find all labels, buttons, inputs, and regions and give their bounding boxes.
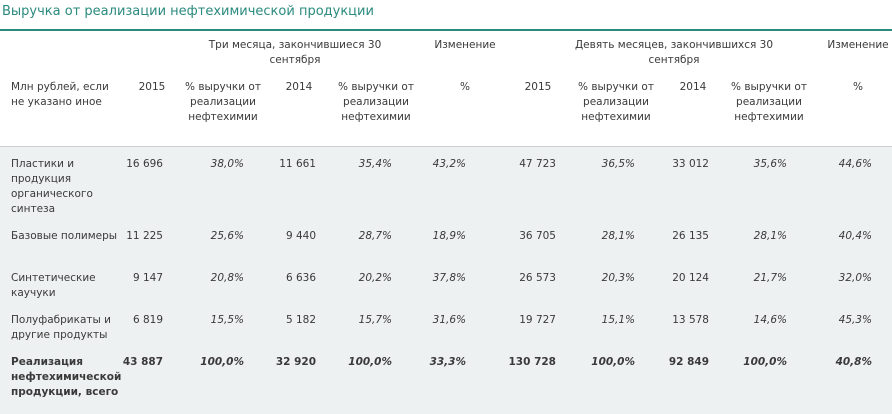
col-2014-3m: 2014 <box>285 81 313 93</box>
table-cell: 100,0% <box>591 356 635 368</box>
table-cell: 37,8% <box>432 272 466 284</box>
row-label-header: Млн рублей, если не указано иное <box>11 81 109 108</box>
table-cell: 92 849 <box>668 356 709 368</box>
table-cell: 36 705 <box>519 230 556 242</box>
table-cell: 28,1% <box>753 230 787 242</box>
table-cell: 43 887 <box>122 356 163 368</box>
table-cell: 20,2% <box>358 272 392 284</box>
table-body-background <box>0 147 892 414</box>
table-cell: 45,3% <box>838 314 872 326</box>
table-cell: 5 182 <box>285 314 316 326</box>
change-header-1: Изменение <box>434 39 496 51</box>
table-cell: 21,7% <box>753 272 787 284</box>
col-pct-rev-2015-3m: % выручки от реализации нефтехимии <box>185 81 261 123</box>
table-cell: 9 147 <box>132 272 163 284</box>
title-divider <box>0 29 892 31</box>
table-cell: 100,0% <box>348 356 392 368</box>
table-cell: 11 225 <box>126 230 163 242</box>
col-change-pct-3m: % <box>460 81 470 93</box>
row-label: Синтетические каучуки <box>11 272 96 299</box>
table-cell: 40,8% <box>835 356 872 368</box>
table-cell: 11 661 <box>279 158 316 170</box>
table-cell: 25,6% <box>210 230 244 242</box>
table-cell: 26 135 <box>672 230 709 242</box>
table-cell: 32,0% <box>838 272 872 284</box>
row-label: Полуфабрикаты и другие продукты <box>11 314 111 341</box>
table-cell: 15,7% <box>358 314 392 326</box>
table-cell: 16 696 <box>126 158 163 170</box>
col-2014-9m: 2014 <box>679 81 707 93</box>
table-cell: 20 124 <box>672 272 709 284</box>
col-2015-9m: 2015 <box>524 81 552 93</box>
table-cell: 14,6% <box>753 314 787 326</box>
table-cell: 33,3% <box>429 356 466 368</box>
table-cell: 35,6% <box>753 158 787 170</box>
table-cell: 47 723 <box>519 158 556 170</box>
table-cell: 32 920 <box>275 356 316 368</box>
table-cell: 26 573 <box>519 272 556 284</box>
table-cell: 43,2% <box>432 158 466 170</box>
table-cell: 20,3% <box>601 272 635 284</box>
change-header-2: Изменение <box>827 39 889 51</box>
table-cell: 28,1% <box>601 230 635 242</box>
table-cell: 40,4% <box>838 230 872 242</box>
table-cell: 9 440 <box>285 230 316 242</box>
page-title: Выручка от реализации нефтехимической пр… <box>2 4 374 19</box>
col-pct-rev-2015-9m: % выручки от реализации нефтехимии <box>578 81 654 123</box>
table-cell: 100,0% <box>200 356 244 368</box>
row-label: Пластики и продукция органического синте… <box>11 158 93 215</box>
col-pct-rev-2014-3m: % выручки от реализации нефтехимии <box>338 81 414 123</box>
table-cell: 33 012 <box>672 158 709 170</box>
col-change-pct-9m: % <box>853 81 863 93</box>
table-cell: 100,0% <box>743 356 787 368</box>
table-cell: 15,1% <box>601 314 635 326</box>
header-divider <box>0 146 892 147</box>
table-cell: 6 819 <box>132 314 163 326</box>
table-cell: 6 636 <box>285 272 316 284</box>
table-cell: 38,0% <box>210 158 244 170</box>
table-cell: 15,5% <box>210 314 244 326</box>
table-cell: 35,4% <box>358 158 392 170</box>
group-header-3m: Три месяца, закончившиеся 30 сентября <box>208 39 382 66</box>
table-cell: 31,6% <box>432 314 466 326</box>
row-label: Базовые полимеры <box>11 230 118 242</box>
total-row-label: Реализация нефтехимической продукции, вс… <box>11 356 122 398</box>
table-cell: 18,9% <box>432 230 466 242</box>
table-cell: 130 728 <box>508 356 557 368</box>
table-cell: 44,6% <box>838 158 872 170</box>
table-cell: 13 578 <box>672 314 709 326</box>
table-cell: 36,5% <box>601 158 635 170</box>
table-cell: 19 727 <box>519 314 556 326</box>
group-header-9m: Девять месяцев, закончившихся 30 сентябр… <box>574 39 774 66</box>
col-pct-rev-2014-9m: % выручки от реализации нефтехимии <box>731 81 807 123</box>
table-cell: 20,8% <box>210 272 244 284</box>
table-cell: 28,7% <box>358 230 392 242</box>
col-2015-3m: 2015 <box>138 81 166 93</box>
